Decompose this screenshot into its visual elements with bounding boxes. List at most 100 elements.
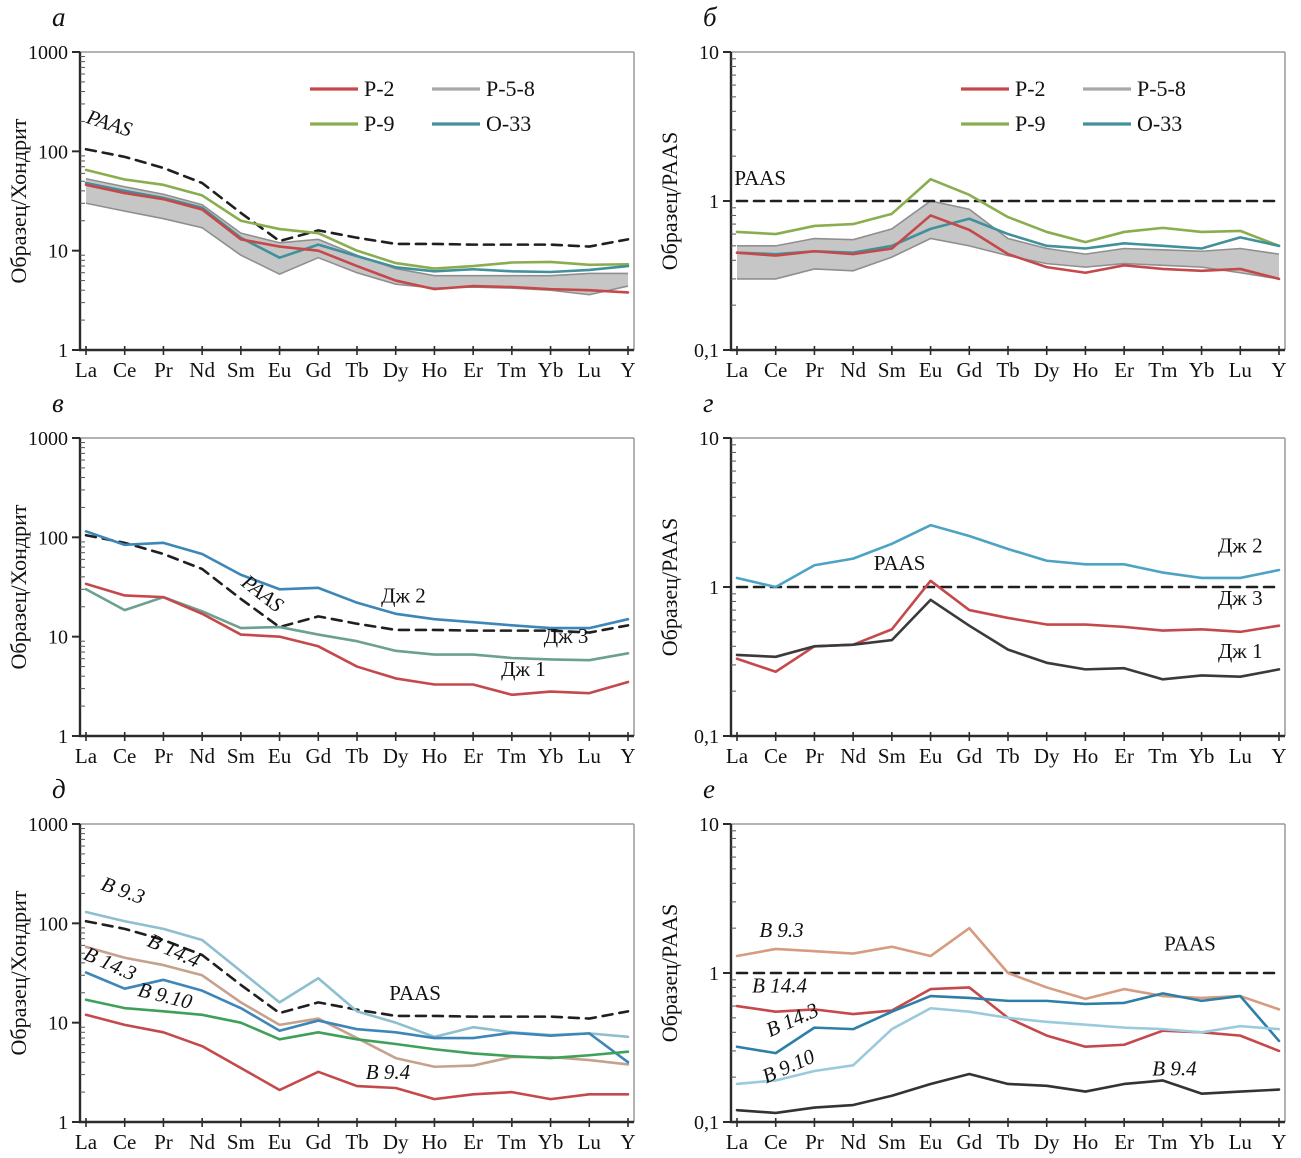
panel-b: 10 1 0,1 La Ce Pr Nd Sm Eu Gd Tb Dy Ho Er Tm Yb Lu Y Образ… xyxy=(651,0,1301,386)
legend-item-Р-5-8: Р-5-8 xyxy=(1083,76,1186,101)
x-tick-label: Sm xyxy=(227,358,255,382)
panel-a: 1000 100 10 1 La Ce Pr Nd Sm Eu Gd Tb Dy Ho Er Tm Yb Lu Y О… xyxy=(0,0,650,386)
x-tick-label: Lu xyxy=(1229,744,1253,768)
x-tick-label: Ho xyxy=(1073,358,1099,382)
series-line-Дж 1 xyxy=(735,598,1281,681)
legend-item-О-33: О-33 xyxy=(1083,111,1182,136)
x-tick-label: Tb xyxy=(345,1130,368,1154)
x-tick-label: Pr xyxy=(154,1130,173,1154)
series-line-Р-9 xyxy=(735,177,1281,248)
y-tick-label: 1 xyxy=(58,726,68,748)
series-line-PAAS xyxy=(84,533,630,634)
y-tick-label: 1 xyxy=(58,1112,68,1134)
x-tick-label: Lu xyxy=(1229,1130,1253,1154)
y-tick-label: 100 xyxy=(38,913,68,935)
x-tick-label: Tb xyxy=(996,1130,1019,1154)
y-tick-label: 0,1 xyxy=(694,1112,719,1134)
series-line-О-33 xyxy=(84,181,630,274)
series-line-В 9.10 xyxy=(735,1006,1281,1086)
x-tick-label: Sm xyxy=(878,358,906,382)
x-tick-label: Gd xyxy=(956,744,982,768)
curve-label-PAAS: PAAS xyxy=(83,104,136,142)
x-tick-label: Ho xyxy=(422,1130,448,1154)
y-axis-title: Образец/PAAS xyxy=(657,518,682,656)
legend-label-Р-5-8: Р-5-8 xyxy=(486,76,535,101)
curve-label-В 9.10: В 9.10 xyxy=(758,1044,818,1088)
x-tick-label: Er xyxy=(1114,358,1134,382)
curve-label-В 9.4: В 9.4 xyxy=(1152,1057,1197,1081)
x-tick-label: Nd xyxy=(189,744,215,768)
plot-a: 1000 100 10 1 La Ce Pr Nd Sm Eu Gd Tb Dy Ho Er Tm Yb Lu Y О… xyxy=(6,2,636,382)
x-tick-label: Tm xyxy=(497,1130,526,1154)
y-tick-label: 0,1 xyxy=(694,726,719,748)
x-tick-label: Tm xyxy=(497,358,526,382)
legend-item-Р-2: Р-2 xyxy=(961,76,1046,101)
x-tick-label: Y xyxy=(620,358,635,382)
curve-label-PAAS: PAAS xyxy=(874,551,926,575)
curve-label-В 9.4: В 9.4 xyxy=(366,1060,411,1084)
x-tick-label: Dy xyxy=(383,744,409,768)
series-line-Р-9 xyxy=(84,168,630,270)
x-tick-label: Tm xyxy=(497,744,526,768)
legend-item-Р-5-8: Р-5-8 xyxy=(432,76,535,101)
series-line-Дж 2 xyxy=(84,530,630,630)
x-tick-label: Nd xyxy=(840,744,866,768)
x-tick-label: Er xyxy=(1114,1130,1134,1154)
y-tick-label: 1000 xyxy=(28,814,68,836)
x-tick-label: Pr xyxy=(805,358,824,382)
x-tick-label: Tb xyxy=(996,744,1019,768)
x-tick-label: Dy xyxy=(1034,1130,1060,1154)
legend-item-О-33: О-33 xyxy=(432,111,531,136)
x-tick-label: Y xyxy=(620,1130,635,1154)
x-tick-label: Sm xyxy=(227,744,255,768)
y-tick-label: 1000 xyxy=(28,42,68,64)
legend-item-Р-9: Р-9 xyxy=(310,111,395,136)
x-tick-label: Ce xyxy=(113,358,136,382)
x-tick-label: Tm xyxy=(1148,744,1177,768)
y-tick-label: 10 xyxy=(699,814,719,836)
legend-label-О-33: О-33 xyxy=(486,111,531,136)
legend-label-Р-9: Р-9 xyxy=(364,111,395,136)
x-tick-label: Lu xyxy=(578,744,602,768)
curve-label-PAAS: PAAS xyxy=(389,981,441,1005)
legend-label-Р-2: Р-2 xyxy=(364,76,395,101)
x-tick-label: Er xyxy=(463,1130,483,1154)
x-tick-label: Y xyxy=(620,744,635,768)
y-tick-label: 1 xyxy=(709,963,719,985)
band-lower-edge xyxy=(737,237,1280,280)
y-axis-title: Образец/PAAS xyxy=(657,904,682,1042)
x-tick-label: Y xyxy=(1271,744,1286,768)
x-tick-label: La xyxy=(75,744,98,768)
x-tick-label: Lu xyxy=(1229,358,1253,382)
x-tick-label: Lu xyxy=(578,358,602,382)
x-tick-label: La xyxy=(75,358,98,382)
series-line-Р-2 xyxy=(735,214,1281,281)
y-tick-label: 10 xyxy=(48,627,68,649)
x-tick-label: Nd xyxy=(840,358,866,382)
x-tick-label: Ho xyxy=(422,744,448,768)
curve-label-Дж 2: Дж 2 xyxy=(381,584,426,608)
curve-label-Дж 1: Дж 1 xyxy=(501,657,546,681)
y-tick-label: 1000 xyxy=(28,428,68,450)
x-tick-label: Ce xyxy=(113,744,136,768)
x-tick-label: La xyxy=(75,1130,98,1154)
x-tick-label: La xyxy=(726,1130,749,1154)
panel-letter-g: г xyxy=(703,388,714,418)
x-tick-label: Lu xyxy=(578,1130,602,1154)
series-line-В 9.4 xyxy=(735,1072,1281,1115)
y-tick-label: 10 xyxy=(48,1013,68,1035)
series-line-В 9.3 xyxy=(84,910,630,1039)
x-tick-label: Y xyxy=(1271,358,1286,382)
x-tick-label: Gd xyxy=(305,744,331,768)
series-line-Р-2 xyxy=(84,183,630,294)
curve-label-PAAS: PAAS xyxy=(734,166,786,190)
curve-label-Дж 1: Дж 1 xyxy=(1218,639,1263,663)
series-line-В 14.3 xyxy=(84,971,630,1064)
panel-e: 10 1 0,1 La Ce Pr Nd Sm Eu Gd Tb Dy Ho Er Tm Yb Lu Y Образ… xyxy=(651,772,1301,1158)
x-tick-label: Pr xyxy=(805,744,824,768)
series-line-Дж 2 xyxy=(735,523,1281,589)
panel-g: 10 1 0,1 La Ce Pr Nd Sm Eu Gd Tb Dy Ho Er Tm Yb Lu Y Образ… xyxy=(651,386,1301,772)
x-tick-label: Eu xyxy=(268,1130,292,1154)
series-line-Дж 3 xyxy=(735,579,1281,674)
x-tick-label: Ho xyxy=(1073,744,1099,768)
